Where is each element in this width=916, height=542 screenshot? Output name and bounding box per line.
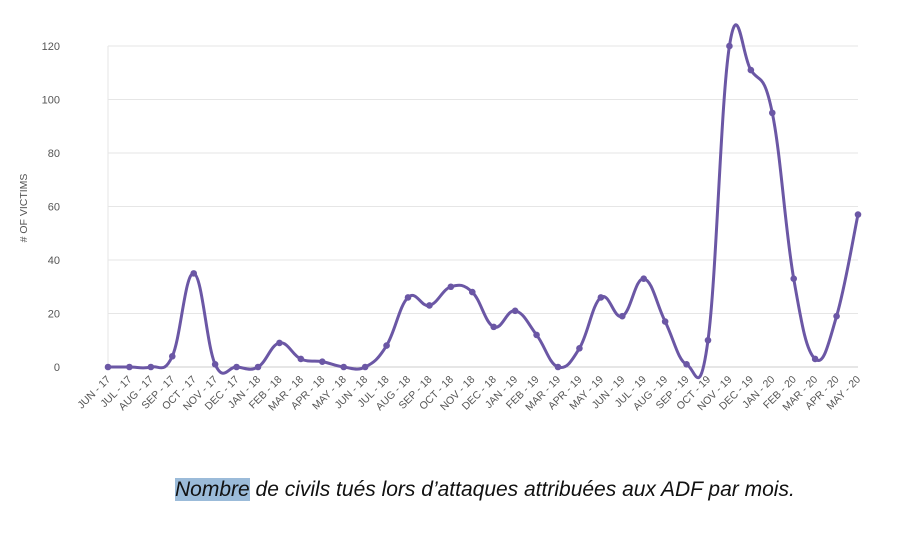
y-tick-label: 0	[54, 362, 60, 374]
data-point-19	[490, 323, 498, 331]
data-point-20	[511, 307, 519, 315]
data-point-8	[254, 363, 262, 371]
data-point-29	[704, 336, 712, 344]
y-tick-label: 80	[48, 148, 60, 160]
data-point-14	[383, 342, 390, 349]
gridlines	[107, 45, 858, 368]
data-point-25	[618, 312, 626, 320]
caption-text: de civils tués lors d’attaques attribuée…	[249, 478, 795, 501]
data-point-2	[126, 363, 133, 371]
series-line	[106, 23, 860, 380]
data-point-10	[297, 355, 305, 363]
caption-highlight: Nombre	[175, 478, 250, 501]
y-axis-label: # OF VICTIMS	[18, 174, 30, 243]
y-tick-label: 60	[48, 202, 60, 214]
data-point-12	[340, 363, 348, 371]
data-point-22	[554, 363, 562, 371]
data-point-23	[576, 344, 583, 352]
data-point-6	[211, 361, 219, 368]
data-points	[104, 42, 862, 371]
line-chart: 0 20 40 60 80 100 120 # OF VICTIMS JUN - 17JUL…	[18, 23, 863, 414]
data-point-24	[597, 294, 605, 301]
data-point-36	[854, 211, 862, 218]
y-tick-label: 40	[48, 255, 60, 267]
y-tick-label: 100	[42, 95, 60, 107]
data-point-28	[683, 361, 690, 368]
data-point-27	[661, 318, 669, 325]
data-point-17	[447, 283, 455, 291]
data-point-13	[361, 363, 369, 371]
data-point-11	[318, 358, 326, 365]
data-point-7	[233, 363, 240, 371]
data-point-5	[190, 270, 198, 277]
chart-caption: Nombre de civils tués lors d’attaques at…	[175, 478, 795, 502]
data-point-1	[104, 363, 112, 371]
data-point-32	[768, 109, 776, 117]
data-point-4	[168, 353, 176, 360]
y-tick-label: 20	[48, 309, 60, 321]
data-point-18	[468, 288, 476, 296]
y-tick-label: 120	[42, 41, 60, 53]
y-tick-labels: 0 20 40 60 80 100 120	[42, 41, 60, 374]
data-point-16	[426, 302, 433, 309]
data-point-33	[790, 275, 798, 283]
data-point-35	[833, 312, 840, 320]
data-point-31	[747, 66, 755, 74]
data-point-21	[533, 331, 540, 339]
data-point-34	[811, 355, 819, 363]
data-point-30	[726, 42, 733, 50]
data-point-3	[147, 363, 155, 371]
data-point-15	[404, 294, 412, 301]
data-point-26	[640, 275, 648, 283]
data-point-9	[276, 339, 283, 347]
